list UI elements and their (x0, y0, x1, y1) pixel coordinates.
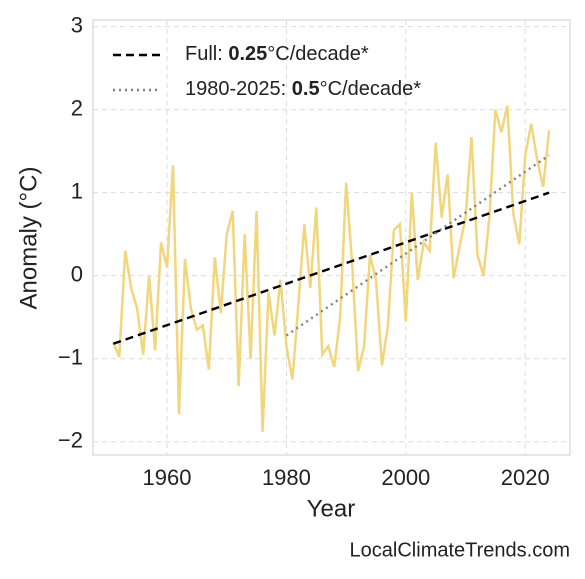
x-tick-label: 2020 (501, 465, 550, 490)
x-tick-label: 1980 (262, 465, 311, 490)
data-line (112, 105, 551, 432)
y-axis-label: Anomaly (°C) (15, 167, 42, 310)
y-tick-label: 3 (71, 12, 83, 37)
plot-area (92, 19, 571, 456)
y-tick-label: 2 (71, 95, 83, 120)
legend-text-part: Full: (185, 43, 228, 65)
legend-text-part: 0.5 (292, 78, 320, 100)
legend-text-part: 1980-2025: (185, 78, 292, 100)
x-tick-label: 1960 (143, 465, 192, 490)
trend-line (285, 154, 550, 337)
trend-line (112, 191, 550, 345)
legend-text-part: 0.25 (228, 43, 267, 65)
x-tick-label: 2000 (381, 465, 430, 490)
watermark: LocalClimateTrends.com (350, 539, 570, 561)
legend-text-part: °C/decade* (267, 43, 369, 65)
y-tick-label: −1 (58, 345, 83, 370)
legend-label: Full: 0.25°C/decade* (185, 43, 369, 65)
x-axis-label: Year (307, 495, 356, 522)
y-tick-label: 0 (71, 261, 83, 286)
y-tick-label: −2 (58, 428, 83, 453)
y-tick-label: 1 (71, 178, 83, 203)
legend-text-part: °C/decade* (320, 78, 422, 100)
legend-label: 1980-2025: 0.5°C/decade* (185, 78, 421, 100)
